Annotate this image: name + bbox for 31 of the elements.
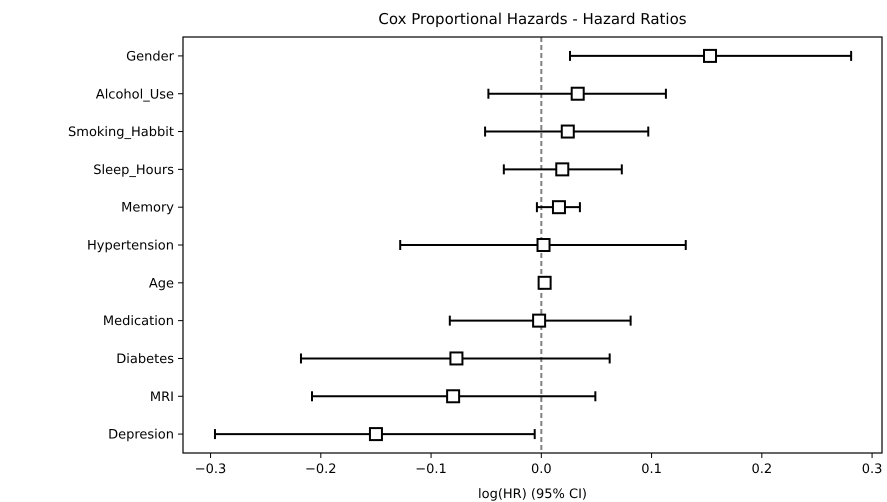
point [570, 86, 585, 101]
point [555, 162, 570, 176]
y-tick-label: Memory [121, 200, 174, 216]
point [532, 314, 546, 328]
x-tick-label: −0.1 [415, 462, 447, 477]
y-tick-label: Smoking_Habbit [68, 125, 174, 140]
point [538, 276, 552, 290]
x-tick-label: −0.2 [305, 462, 337, 477]
point [368, 427, 383, 442]
point [449, 351, 464, 366]
y-tick-label: Hypertension [87, 238, 174, 254]
x-axis-title: log(HR) (95% CI) [478, 487, 587, 502]
chart-title: Cox Proportional Hazards - Hazard Ratios [378, 10, 687, 28]
point [536, 238, 551, 252]
point [560, 124, 575, 139]
point [703, 48, 718, 63]
y-tick-label: MRI [150, 390, 174, 405]
point [446, 389, 460, 404]
x-tick-label: 0.3 [862, 462, 882, 477]
y-tick-label: Alcohol_Use [96, 87, 174, 102]
y-tick-label: Medication [102, 314, 174, 330]
x-tick-label: 0.1 [641, 462, 662, 477]
y-tick-label: Gender [126, 49, 175, 64]
point [552, 200, 566, 214]
y-tick-label: Sleep_Hours [93, 162, 174, 178]
x-tick-label: 0.0 [530, 462, 552, 477]
y-tick-label: Depresion [108, 428, 174, 443]
y-tick-label: Age [148, 276, 174, 292]
x-tick-label: 0.2 [751, 462, 772, 477]
x-tick-label: −0.3 [194, 462, 226, 477]
y-tick-label: Diabetes [116, 352, 174, 368]
